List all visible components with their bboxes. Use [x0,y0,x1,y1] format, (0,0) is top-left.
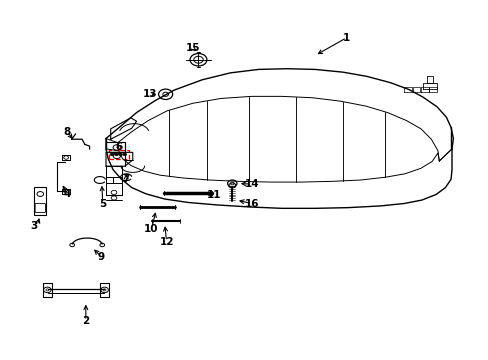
Text: 8: 8 [63,127,71,136]
Text: 13: 13 [142,89,157,99]
Bar [109,150,129,159]
Text: 7: 7 [122,174,130,184]
Circle shape [114,153,118,156]
Text: 9: 9 [98,252,104,262]
Text: 12: 12 [159,237,173,247]
Circle shape [119,153,122,156]
Text: 3: 3 [31,221,38,231]
Text: 2: 2 [82,316,89,326]
Circle shape [122,153,126,156]
Text: 11: 11 [207,190,221,200]
Text: 16: 16 [244,198,259,208]
Text: 5: 5 [99,198,106,208]
Text: 6: 6 [115,142,122,152]
Text: 14: 14 [244,179,259,189]
Text: 15: 15 [185,43,200,53]
Bar [34,187,46,215]
Text: 4: 4 [63,189,71,199]
Text: 10: 10 [144,224,159,234]
Circle shape [110,153,114,156]
Text: 1: 1 [343,33,350,42]
